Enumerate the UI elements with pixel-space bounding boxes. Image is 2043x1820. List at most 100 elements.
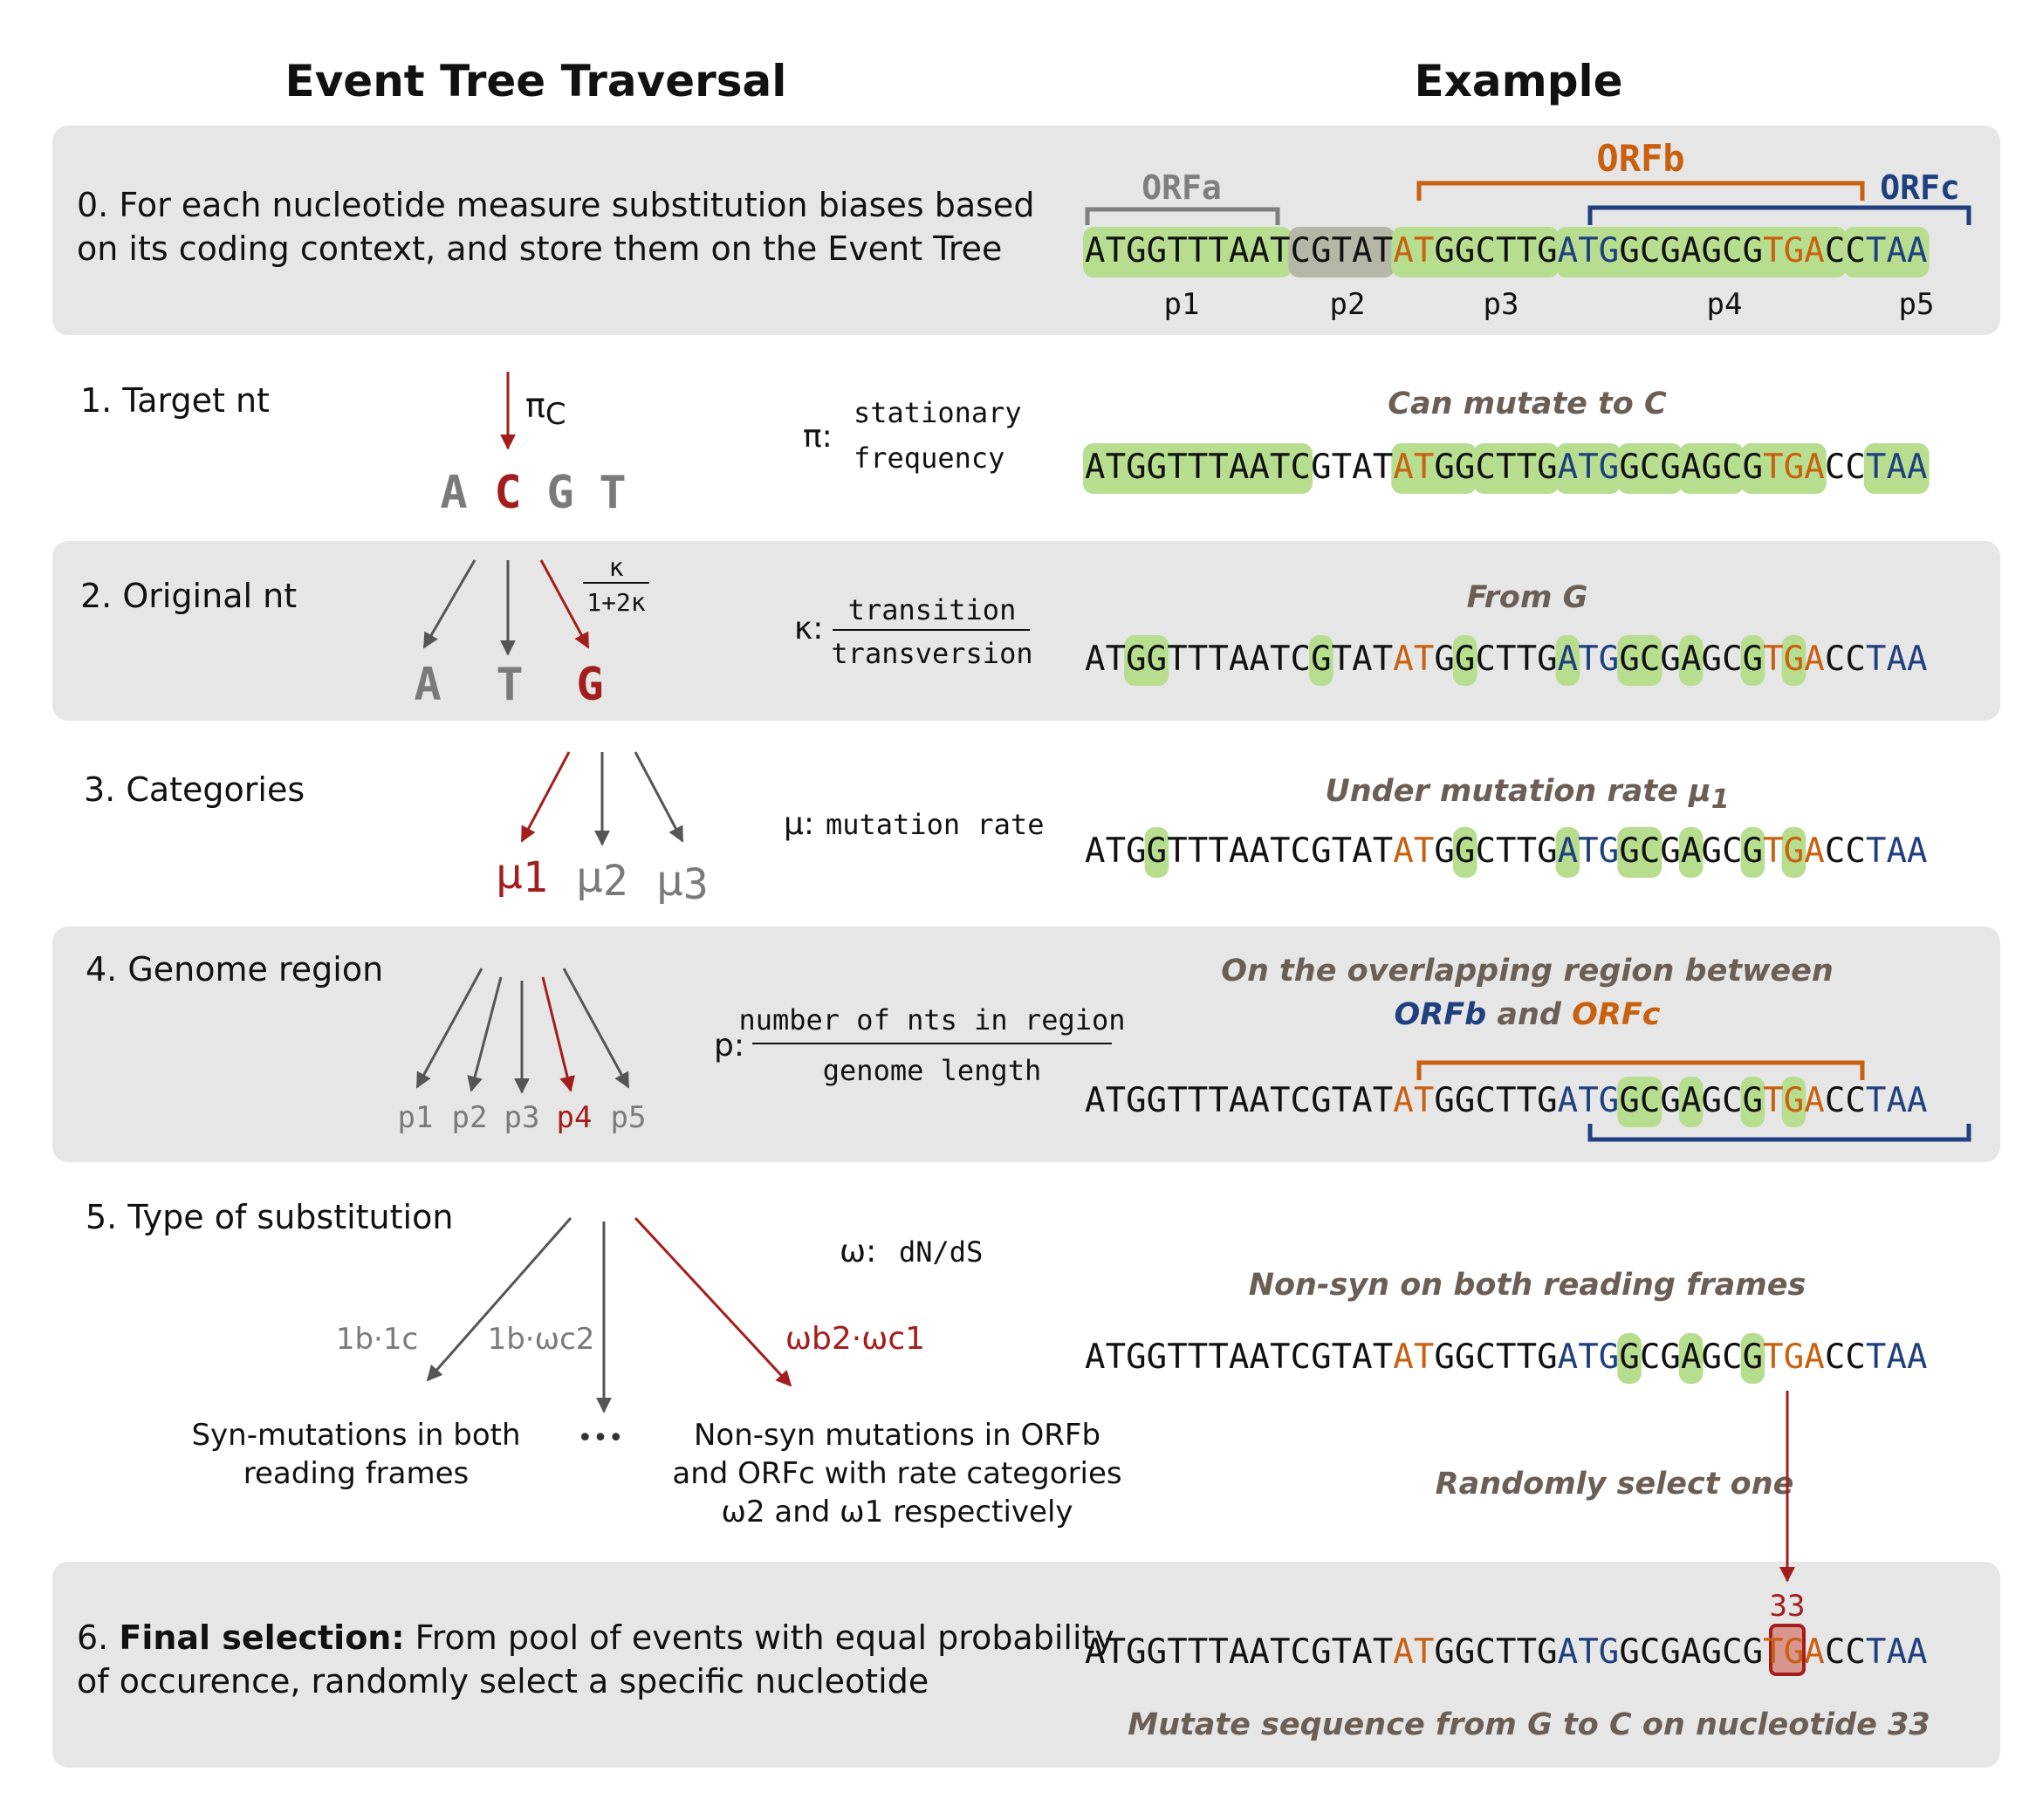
nucleotide: C	[1845, 231, 1865, 270]
overlap-orfc-bracket	[1587, 1124, 1971, 1142]
step-0-line-1: 0. For each nucleotide measure substitut…	[77, 186, 1034, 224]
nucleotide: T	[1866, 231, 1886, 270]
nucleotide: A	[1681, 1632, 1701, 1672]
nucleotide: T	[1208, 1081, 1228, 1120]
def-mu-symbol: μ:	[784, 806, 814, 842]
selected-nucleotide-box	[1769, 1624, 1806, 1676]
nucleotide: G	[1743, 831, 1763, 871]
overlap-orfb-bracket	[1416, 1060, 1865, 1080]
nucleotide: T	[1332, 640, 1352, 679]
nucleotide: G	[1537, 448, 1557, 487]
nucleotide: T	[1167, 1081, 1187, 1120]
arrow-to-p4	[541, 976, 575, 1092]
nucleotide: T	[1578, 1338, 1598, 1377]
nucleotide: G	[1660, 1632, 1680, 1672]
nucleotide: T	[1373, 1081, 1393, 1120]
nucleotide: C	[1291, 1632, 1311, 1672]
nucleotide: G	[1434, 1632, 1454, 1672]
step-4-label: 4. Genome region	[86, 950, 383, 989]
highlight-2-3	[1555, 635, 1580, 686]
nucleotide: A	[1085, 1081, 1105, 1120]
nucleotide: C	[1845, 1632, 1865, 1672]
nucleotide: T	[1332, 831, 1352, 871]
nucleotide: T	[1763, 1081, 1783, 1120]
nucleotide: T	[1414, 1081, 1434, 1120]
nucleotide: T	[1188, 448, 1208, 487]
nucleotide: A	[1681, 1338, 1701, 1377]
nucleotide: G	[1434, 1081, 1454, 1120]
nucleotide: A	[1886, 1338, 1906, 1377]
nucleotide: A	[1229, 1081, 1249, 1120]
highlight-2-1	[1309, 635, 1333, 686]
nucleotide: C	[1291, 448, 1311, 487]
nucleotide: G	[1619, 640, 1639, 679]
annotation-final-mutation: Mutate sequence from G to C on nucleotid…	[1128, 1707, 1930, 1742]
highlight-1-0	[1083, 443, 1313, 494]
original-nt-t: T	[496, 659, 523, 711]
nucleotide: A	[1249, 1338, 1269, 1377]
nucleotide: T	[1578, 448, 1598, 487]
branch-syn-weight: 1b·1c	[336, 1322, 418, 1357]
nucleotide: T	[1517, 640, 1537, 679]
partition-boxes	[1083, 227, 1930, 277]
nucleotide: T	[1517, 831, 1537, 871]
nucleotide: C	[1475, 448, 1495, 487]
annotation-non-syn: Non-syn on both reading frames	[1249, 1268, 1806, 1303]
nucleotide: A	[1681, 640, 1701, 679]
nucleotide: T	[1496, 1081, 1516, 1120]
nucleotide: T	[1167, 1338, 1187, 1377]
nucleotide: T	[1866, 640, 1886, 679]
nucleotide: C	[1722, 1338, 1742, 1377]
nucleotide: C	[1825, 448, 1845, 487]
nucleotide: T	[1578, 640, 1598, 679]
nucleotide: C	[1722, 231, 1742, 270]
nucleotide: A	[1249, 448, 1269, 487]
nucleotide: T	[1373, 1338, 1393, 1377]
nucleotide: G	[1599, 831, 1619, 871]
highlight-1-1	[1391, 443, 1477, 494]
step-6-rest: From pool of events with equal probabili…	[415, 1618, 1114, 1657]
nucleotide: G	[1743, 1338, 1763, 1377]
nucleotide: G	[1455, 831, 1475, 871]
nonsyn-caption-line-3: ω2 and ω1 respectively	[721, 1495, 1073, 1529]
nucleotide: T	[1270, 831, 1290, 871]
highlight-1-2	[1473, 443, 1560, 494]
highlight-2-0	[1124, 635, 1169, 686]
nucleotide: T	[1414, 640, 1434, 679]
nucleotide: C	[1475, 640, 1495, 679]
nucleotide: G	[1455, 640, 1475, 679]
nucleotide: G	[1660, 1338, 1680, 1377]
nucleotide: G	[1784, 448, 1804, 487]
step-1-label: 1. Target nt	[80, 381, 270, 420]
nucleotide: G	[1660, 231, 1680, 270]
highlight-2-6	[1740, 635, 1765, 686]
nucleotide: G	[1660, 831, 1680, 871]
annotation-from-g: From G	[1467, 580, 1588, 615]
nucleotide: G	[1660, 640, 1680, 679]
partition-box-5	[1843, 227, 1930, 277]
step-6-bold: Final selection:	[119, 1618, 404, 1657]
nucleotide: A	[1393, 1081, 1413, 1120]
highlight-2-7	[1781, 635, 1806, 686]
nucleotide: C	[1845, 1081, 1865, 1120]
nucleotide: C	[1640, 831, 1660, 871]
nucleotide: G	[1537, 1338, 1557, 1377]
nucleotide: G	[1537, 231, 1557, 270]
mu-3: μ3	[656, 857, 708, 909]
highlight-2-5	[1678, 635, 1704, 686]
highlight-1-4	[1617, 443, 1683, 494]
nucleotide: G	[1455, 231, 1475, 270]
nucleotide: A	[1886, 831, 1906, 871]
highlight-3-1	[1452, 827, 1477, 878]
nucleotide: A	[1352, 831, 1372, 871]
nucleotide: A	[1393, 448, 1413, 487]
region-p5: p5	[611, 1100, 647, 1135]
partition-p1: p1	[1164, 287, 1200, 322]
branch-nonsyn-weight: ωb2·ωc1	[785, 1321, 925, 1357]
nucleotide: A	[1681, 831, 1701, 871]
nucleotide: T	[1763, 448, 1783, 487]
nucleotide: G	[1147, 1081, 1167, 1120]
